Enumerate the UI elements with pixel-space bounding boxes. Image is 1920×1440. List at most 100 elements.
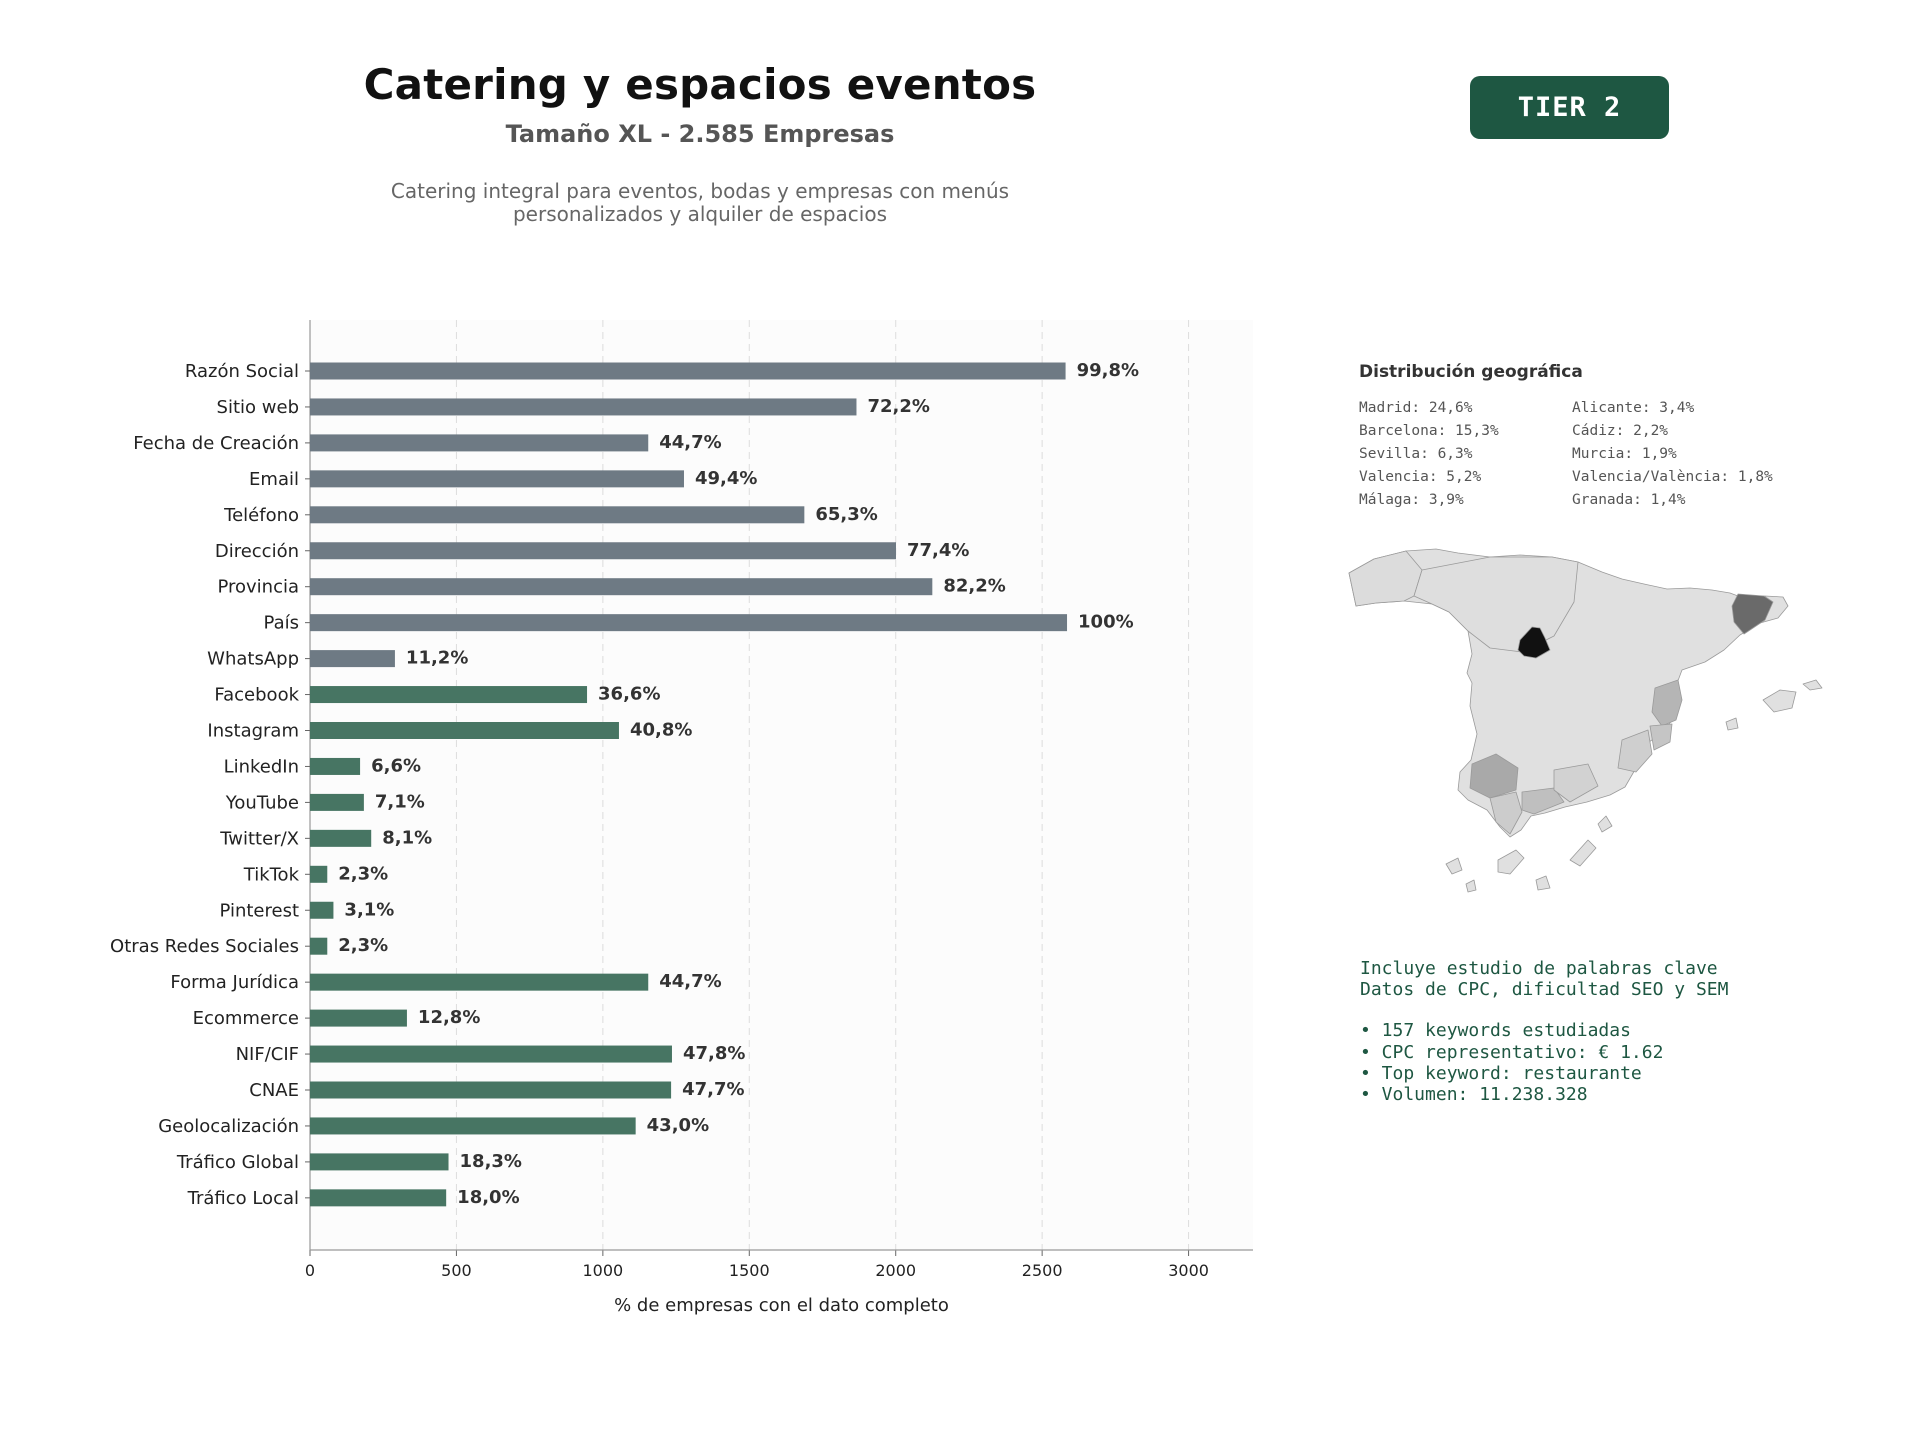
geo-item: Valencia: 5,2% (1359, 469, 1482, 485)
x-tick-label: 1500 (729, 1261, 770, 1280)
category-label: Dirección (215, 541, 299, 562)
category-label: TikTok (243, 864, 300, 885)
data-label: 7,1% (375, 791, 425, 812)
geo-item: Sevilla: 6,3% (1359, 446, 1473, 462)
bar (310, 1081, 672, 1099)
geo-item: Alicante: 3,4% (1572, 400, 1695, 416)
category-label: Provincia (217, 577, 299, 598)
data-label: 2,3% (338, 863, 388, 884)
map-region-alicante (1649, 723, 1673, 751)
category-label: País (264, 613, 299, 634)
bar (310, 506, 805, 524)
map-region-granada (1553, 763, 1599, 803)
x-tick-label: 2500 (1022, 1261, 1063, 1280)
map-balearic-mallorca (1762, 689, 1797, 713)
bar (310, 793, 364, 811)
data-label: 65,3% (815, 504, 877, 525)
data-label: 44,7% (659, 971, 721, 992)
category-label: NIF/CIF (236, 1044, 299, 1065)
data-label: 18,3% (460, 1151, 522, 1172)
bar (310, 1045, 672, 1063)
category-label: Geolocalización (158, 1116, 299, 1137)
data-label: 11,2% (406, 648, 468, 669)
geo-item: Valencia/València: 1,8% (1572, 469, 1773, 485)
category-label: Instagram (207, 721, 299, 742)
map-region-sevilla (1469, 753, 1519, 799)
bar (310, 937, 328, 955)
category-label: Twitter/X (219, 828, 299, 849)
bar (310, 757, 361, 775)
bar-chart: 0 500 1000 1500 2000 2500 3000 Razón Social 99,8… (110, 320, 1253, 1316)
bar (310, 470, 684, 488)
data-label: 8,1% (382, 827, 432, 848)
page-subtitle: Tamaño XL - 2.585 Empresas (505, 120, 895, 149)
data-label: 43,0% (647, 1115, 709, 1136)
bar (310, 362, 1066, 380)
category-label: CNAE (249, 1080, 299, 1101)
map-region-madrid (1517, 626, 1551, 659)
data-label: 44,7% (659, 432, 721, 453)
keywords-line-1: Incluye estudio de palabras clave (1360, 958, 1718, 979)
map-balearic-ibiza (1725, 717, 1739, 731)
category-label: Fecha de Creación (133, 433, 299, 454)
geo-item: Cádiz: 2,2% (1572, 423, 1669, 439)
geo-item: Barcelona: 15,3% (1359, 423, 1499, 439)
map-region-murcia (1617, 729, 1653, 773)
data-label: 100% (1078, 612, 1134, 633)
keywords-box: Incluye estudio de palabras clave Datos … (1360, 958, 1880, 1105)
geo-item: Murcia: 1,9% (1572, 446, 1677, 462)
bar (310, 1117, 636, 1135)
category-label: YouTube (225, 792, 299, 813)
map-canary-central (1497, 849, 1551, 891)
category-label: Pinterest (219, 900, 299, 921)
keyword-bullet: • CPC representativo: € 1.62 (1360, 1041, 1664, 1063)
map-region-valencia (1651, 679, 1683, 727)
data-label: 2,3% (338, 935, 388, 956)
category-label: Forma Jurídica (170, 972, 299, 993)
keyword-bullet: • Top keyword: restaurante (1360, 1062, 1642, 1084)
bar (310, 722, 619, 739)
x-tick-label: 500 (441, 1261, 472, 1280)
map-canary-west (1445, 857, 1477, 893)
map-region-cadiz (1489, 791, 1523, 835)
data-label: 47,7% (682, 1079, 744, 1100)
category-label: Email (249, 469, 299, 490)
data-label: 47,8% (683, 1043, 745, 1064)
x-tick-label: 1000 (582, 1261, 623, 1280)
category-label: Facebook (214, 685, 299, 706)
map-balearic-menorca (1802, 679, 1823, 691)
keywords-line-2: Datos de CPC, dificultad SEO y SEM (1360, 979, 1729, 1001)
keywords-bullets: • 157 keywords estudiadas • CPC represen… (1360, 1020, 1880, 1105)
header: Catering y espacios eventos Tamaño XL - … (300, 60, 1100, 226)
x-tick-label: 0 (305, 1261, 315, 1280)
bar (310, 434, 649, 452)
x-axis-title: % de empresas con el dato completo (614, 1295, 949, 1316)
bar (310, 1153, 449, 1171)
bar (310, 614, 1068, 632)
map-galicia (1348, 550, 1423, 607)
category-label: Otras Redes Sociales (110, 936, 299, 957)
bar (310, 650, 395, 668)
bar (310, 398, 857, 416)
bar (310, 829, 372, 847)
plot-area (310, 320, 1253, 1250)
data-label: 12,8% (418, 1007, 480, 1028)
map-region-barcelona (1731, 593, 1774, 635)
data-label: 72,2% (867, 396, 929, 417)
data-label: 99,8% (1077, 360, 1139, 381)
bar (310, 686, 588, 704)
data-label: 77,4% (907, 540, 969, 561)
category-label: Sitio web (217, 397, 299, 418)
x-tick-label: 3000 (1168, 1261, 1209, 1280)
keyword-bullet: • Volumen: 11.238.328 (1360, 1084, 1588, 1106)
category-label: Tráfico Global (176, 1152, 299, 1173)
category-label: Ecommerce (193, 1008, 299, 1029)
geo-item: Madrid: 24,6% (1359, 400, 1473, 416)
bar (310, 901, 334, 919)
geo-list: Madrid: 24,6% Alicante: 3,4% Barcelona: … (1359, 400, 1859, 508)
geo-title: Distribución geográfica (1359, 362, 1583, 382)
category-label: Teléfono (223, 505, 299, 526)
category-label: Razón Social (185, 361, 299, 382)
map-region-malaga (1521, 787, 1565, 815)
page-description: Catering integral para eventos, bodas y … (390, 179, 1010, 227)
